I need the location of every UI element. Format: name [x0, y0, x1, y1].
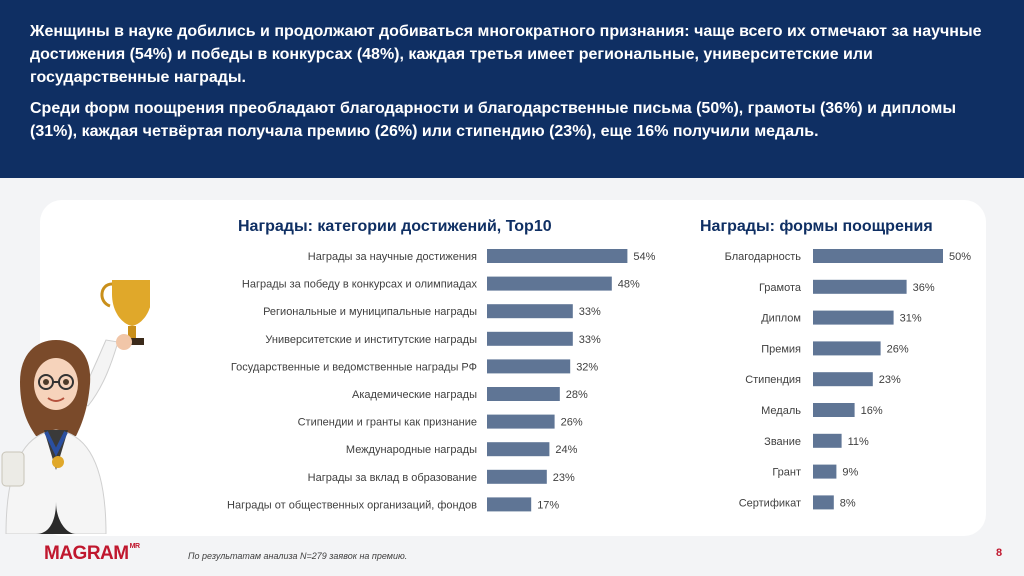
chart2-bar — [813, 433, 842, 448]
footnote: По результатам анализа N=279 заявок на п… — [188, 551, 408, 561]
chart1-value-label: 54% — [633, 251, 655, 263]
chart1-bar — [487, 276, 612, 291]
header-paragraph-2: Среди форм поощрения преобладают благода… — [30, 100, 957, 140]
chart2-bar — [813, 310, 894, 325]
chart1-value-label: 32% — [576, 361, 598, 373]
chart1-category-label: Награды за научные достижения — [308, 251, 477, 263]
chart2-category-label: Грамота — [759, 282, 802, 294]
page-number: 8 — [996, 547, 1003, 559]
chart1-category-label: Академические награды — [352, 389, 477, 401]
chart2-value-label: 16% — [861, 405, 883, 417]
logo-text: MAGRAM — [44, 543, 129, 564]
chart1-bar — [487, 442, 550, 457]
chart2-category-label: Благодарность — [725, 251, 802, 263]
company-logo: MAGRAMMR — [44, 543, 140, 565]
header-paragraph-1: Женщины в науке добились и продолжают до… — [30, 23, 982, 86]
chart1-bar — [487, 469, 547, 484]
chart2-category-label: Звание — [764, 436, 801, 448]
chart2-value-label: 50% — [949, 251, 971, 263]
chart1-category-label: Награды за вклад в образование — [308, 472, 477, 484]
chart2-value-label: 36% — [913, 282, 935, 294]
chart2-value-label: 26% — [887, 343, 909, 355]
chart2-value-label: 23% — [879, 374, 901, 386]
chart2-category-label: Сертификат — [739, 497, 801, 509]
chart2-value-label: 11% — [848, 436, 869, 448]
chart1-category-label: Государственные и ведомственные награды … — [231, 361, 477, 373]
chart2-category-label: Медаль — [761, 405, 801, 417]
chart2-bar — [813, 249, 943, 263]
chart1-category-label: Награды за победу в конкурсах и олимпиад… — [242, 279, 478, 291]
chart1-bar — [487, 359, 571, 374]
chart1-title: Награды: категории достижений, Top10 — [238, 218, 552, 235]
chart1-category-label: Награды от общественных организаций, фон… — [227, 499, 477, 511]
chart1-category-label: Региональные и муниципальные награды — [263, 306, 477, 318]
chart2-category-label: Премия — [761, 343, 801, 355]
chart2-bar — [813, 495, 834, 510]
chart2-category-label: Грант — [772, 467, 801, 479]
chart1-value-label: 17% — [537, 499, 559, 511]
chart1-category-label: Стипендии и гранты как признание — [298, 417, 477, 429]
chart2-category-label: Стипендия — [745, 374, 801, 386]
chart2-value-label: 9% — [842, 467, 858, 479]
chart1-value-label: 33% — [579, 334, 601, 346]
chart2-value-label: 8% — [840, 497, 856, 509]
scientist-trophy-illustration — [1, 280, 150, 534]
chart1-bar — [487, 249, 628, 263]
chart2-bar — [813, 279, 907, 294]
chart2-title: Награды: формы поощрения — [700, 218, 933, 235]
chart1-value-label: 24% — [555, 444, 577, 456]
chart2-bar — [813, 403, 855, 417]
chart1-bar — [487, 331, 573, 346]
chart1-category-label: Международные награды — [346, 444, 477, 456]
chart2-bar — [813, 341, 881, 356]
chart2-value-label: 31% — [900, 313, 922, 325]
trophy-icon — [100, 280, 150, 345]
header-banner — [0, 0, 1024, 178]
chart1-bar — [487, 304, 573, 319]
chart1-bar — [487, 497, 532, 512]
chart1-bar — [487, 387, 560, 401]
chart1-value-label: 28% — [566, 389, 588, 401]
chart2-bar — [813, 372, 873, 387]
chart1-bar — [487, 414, 555, 429]
chart1-value-label: 33% — [579, 306, 601, 318]
chart1-value-label: 23% — [553, 472, 575, 484]
chart1-value-label: 26% — [561, 417, 583, 429]
chart2-bar — [813, 464, 837, 479]
logo-sup: MR — [129, 543, 140, 550]
chart1-value-label: 48% — [618, 279, 640, 291]
chart1-category-label: Университетские и институтские награды — [265, 334, 477, 346]
chart2-category-label: Диплом — [761, 313, 801, 325]
